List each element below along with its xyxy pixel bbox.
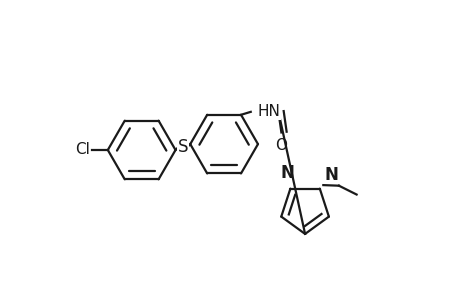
- Text: Cl: Cl: [75, 142, 90, 158]
- Text: N: N: [280, 164, 294, 182]
- Text: O: O: [275, 138, 287, 153]
- Text: N: N: [324, 166, 337, 184]
- Text: S: S: [177, 138, 188, 156]
- Text: HN: HN: [257, 104, 280, 119]
